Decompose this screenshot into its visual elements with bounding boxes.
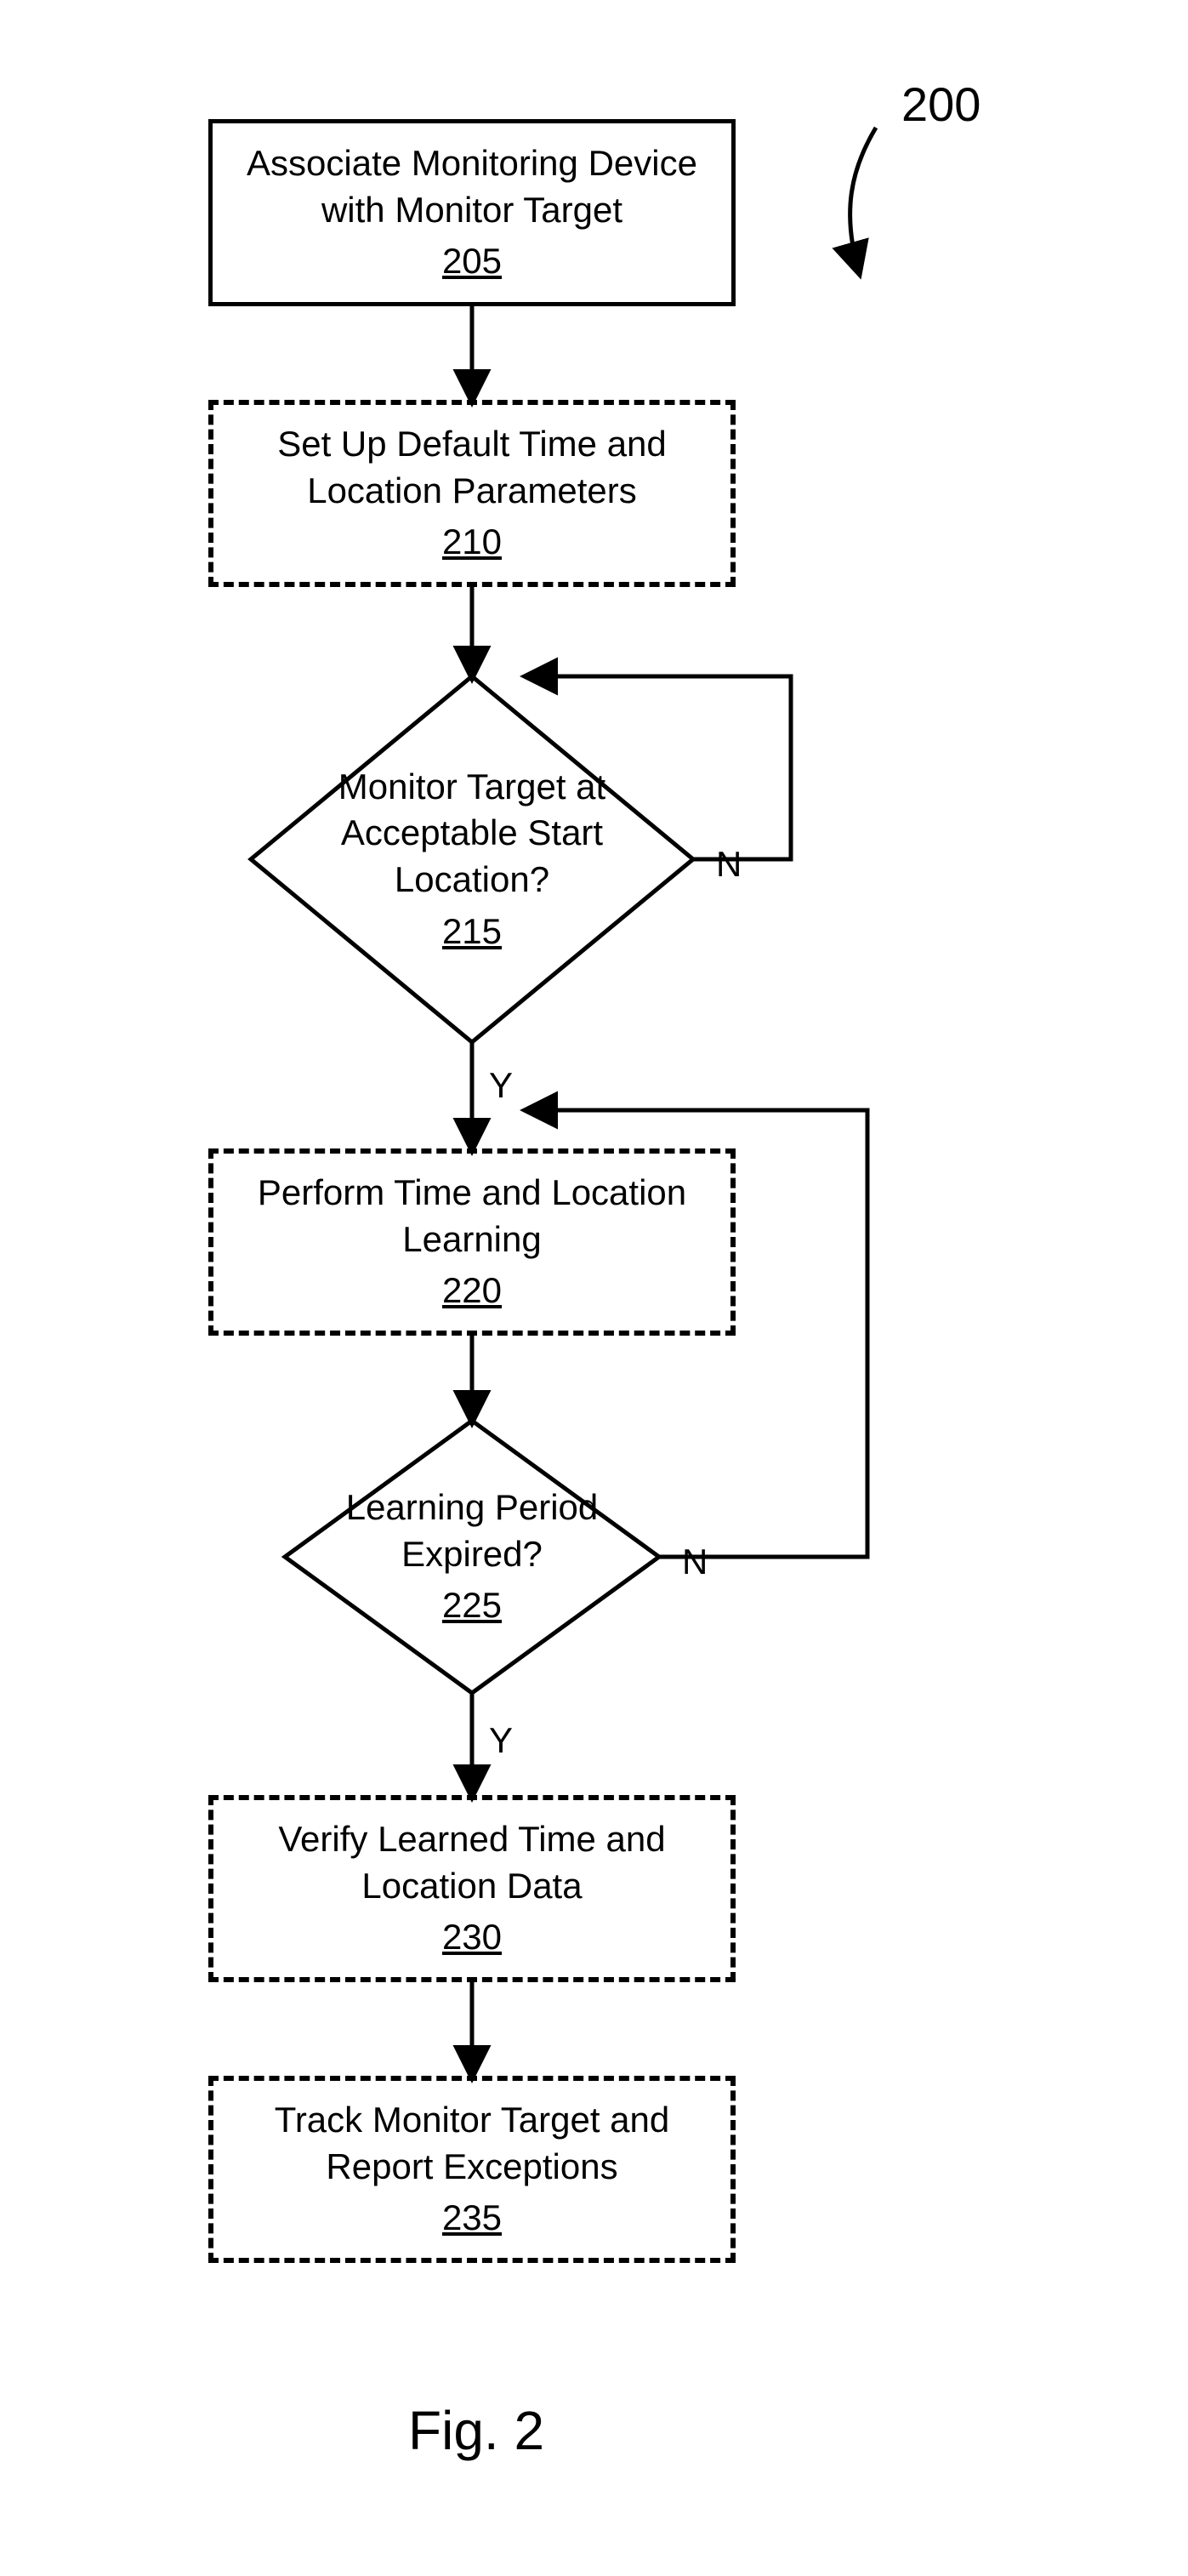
node-210: Set Up Default Time and Location Paramet…: [208, 400, 736, 587]
node-210-num: 210: [442, 519, 502, 566]
figure-canvas: Associate Monitoring Device with Monitor…: [0, 0, 1188, 2576]
node-210-text: Set Up Default Time and Location Paramet…: [230, 421, 713, 514]
figure-ref-label: 200: [901, 77, 981, 132]
svg-text:N: N: [682, 1542, 708, 1582]
node-205-text: Associate Monitoring Device with Monitor…: [230, 140, 714, 233]
svg-text:Y: Y: [489, 1720, 513, 1760]
node-225-num: 225: [442, 1582, 502, 1629]
node-205: Associate Monitoring Device with Monitor…: [208, 119, 736, 306]
node-215-text: Monitor Target at Acceptable Start Locat…: [327, 764, 617, 903]
node-220-num: 220: [442, 1268, 502, 1314]
node-215-num: 215: [442, 909, 502, 955]
node-205-num: 205: [442, 238, 502, 285]
figure-caption: Fig. 2: [408, 2399, 544, 2462]
svg-text:Y: Y: [489, 1065, 513, 1105]
node-225: Learning Period Expired? 225: [285, 1421, 659, 1693]
node-235-text: Track Monitor Target and Report Exceptio…: [230, 2097, 713, 2190]
node-235-num: 235: [442, 2195, 502, 2242]
node-225-text: Learning Period Expired?: [344, 1485, 600, 1577]
node-235: Track Monitor Target and Report Exceptio…: [208, 2076, 736, 2263]
node-230-num: 230: [442, 1914, 502, 1961]
node-230: Verify Learned Time and Location Data 23…: [208, 1795, 736, 1982]
node-220-text: Perform Time and Location Learning: [230, 1170, 713, 1262]
node-215: Monitor Target at Acceptable Start Locat…: [251, 676, 693, 1042]
node-220: Perform Time and Location Learning 220: [208, 1148, 736, 1336]
svg-text:N: N: [716, 844, 742, 884]
node-230-text: Verify Learned Time and Location Data: [230, 1816, 713, 1909]
